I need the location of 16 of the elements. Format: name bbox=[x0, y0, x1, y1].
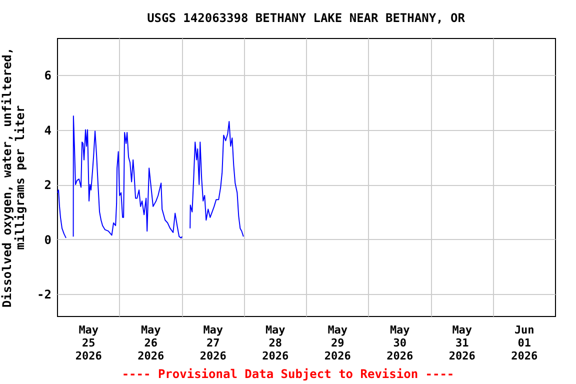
text: ---- Provisional Data Subject to Revision ---- bbox=[120, 367, 456, 381]
y-tick-label: -2 bbox=[37, 288, 52, 302]
x-tick-label: May 27 2026 bbox=[200, 324, 227, 362]
x-tick-label: May 28 2026 bbox=[262, 324, 289, 362]
x-tick-label: Jun 01 2026 bbox=[511, 324, 538, 362]
y-tick-label: 4 bbox=[44, 123, 52, 138]
y-tick-label: 6 bbox=[44, 68, 52, 82]
y-tick-label: 0 bbox=[44, 232, 52, 247]
y-axis-title: Dissolved oxygen, water, unfiltered, milligrams per liter bbox=[0, 47, 28, 308]
chart-title: USGS 142063398 BETHANY LAKE NEAR BETHANY, OR bbox=[147, 11, 466, 25]
x-tick-label: May 31 2026 bbox=[448, 324, 476, 362]
x-tick-label: May 26 2026 bbox=[138, 324, 164, 362]
x-tick-label: May 29 2026 bbox=[324, 324, 352, 362]
y-tick-label: 2 bbox=[44, 178, 52, 192]
x-tick-label: May 25 2026 bbox=[75, 324, 102, 362]
x-tick-label: May 30 2026 bbox=[386, 324, 414, 362]
